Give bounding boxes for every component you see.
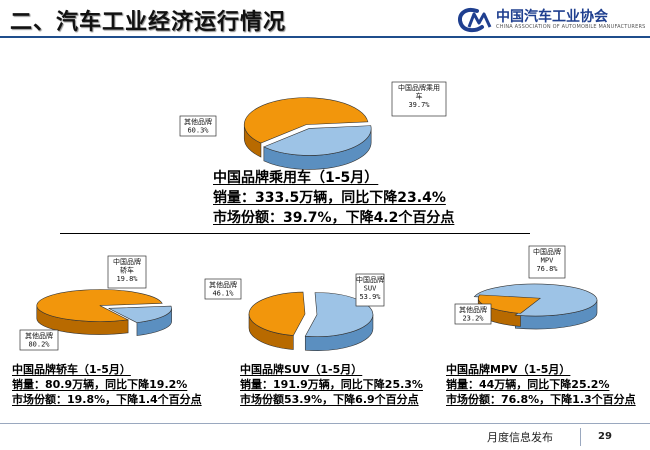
label-line: 76.8% (536, 265, 558, 273)
label-box (19, 329, 59, 351)
label-line: 60.3% (187, 127, 209, 135)
label-line: SUV (364, 285, 377, 293)
label-box (107, 255, 147, 289)
caption-title: 中国品牌乘用车（1-5月） (213, 170, 379, 186)
caption-share: 市场份额53.9%，下降6.9个百分点 (240, 393, 419, 406)
caption-passenger-cars: 中国品牌乘用车（1-5月） 销量：333.5万辆，同比下降23.4% 市场份额：… (213, 168, 454, 228)
pie-slice-中国品牌乘用车 (263, 125, 372, 156)
caption-mpv: 中国品牌MPV（1-5月） 销量：44万辆，同比下降25.2% 市场份额：76.… (446, 362, 636, 407)
caam-logo: 中国汽车工业协会 CHINA ASSOCIATION OF AUTOMOBILE… (455, 5, 645, 35)
label-line: 中国品牌乘用 (398, 83, 440, 92)
caption-title: 中国品牌MPV（1-5月） (446, 363, 571, 376)
label-line: 中国品牌 (533, 247, 561, 256)
caption-title: 中国品牌SUV（1-5月） (240, 363, 363, 376)
caption-share: 市场份额：76.8%，下降1.3个百分点 (446, 393, 636, 406)
caption-suv: 中国品牌SUV（1-5月） 销量：191.9万辆，同比下降25.3% 市场份额5… (240, 362, 423, 407)
label-line: 80.2% (28, 341, 50, 349)
label-line: 中国品牌 (356, 275, 384, 284)
label-line: 车 (416, 92, 423, 101)
caption-share: 市场份额：39.7%，下降4.2个百分点 (213, 210, 455, 226)
caption-title: 中国品牌轿车（1-5月） (12, 363, 131, 376)
label-line: 39.7% (408, 101, 430, 109)
pie-slice-中国品牌轿车 (108, 305, 172, 323)
caption-sales: 销量：333.5万辆，同比下降23.4% (213, 190, 446, 206)
label-line: 46.1% (212, 290, 234, 298)
logo-subtitle: CHINA ASSOCIATION OF AUTOMOBILE MANUFACT… (496, 24, 646, 30)
caption-sales: 销量：191.9万辆，同比下降25.3% (240, 378, 423, 391)
footer-rule (0, 423, 650, 424)
label-line: 其他品牌 (25, 331, 53, 340)
caption-share: 市场份额：19.8%，下降1.4个百分点 (12, 393, 202, 406)
label-line: 中国品牌 (113, 257, 141, 266)
label-line: 19.8% (116, 275, 138, 283)
label-line: MPV (541, 257, 554, 265)
footer-divider (580, 428, 581, 446)
pie-slice-其他品牌 (248, 291, 306, 336)
logo-name: 中国汽车工业协会 (496, 9, 608, 25)
pie-slice-其他品牌 (243, 97, 369, 144)
label-line: 其他品牌 (209, 280, 237, 289)
caption-sales: 销量：44万辆，同比下降25.2% (446, 378, 610, 391)
label-line: 53.9% (359, 293, 381, 301)
label-box (454, 303, 492, 325)
footer-text: 月度信息发布 (487, 431, 553, 444)
slide-title: 二、汽车工业经济运行情况 (10, 10, 287, 35)
label-line: 其他品牌 (184, 117, 212, 126)
label-box (355, 273, 385, 307)
section-divider (60, 233, 530, 234)
label-box (391, 81, 447, 117)
label-line: 其他品牌 (459, 305, 487, 314)
label-box (528, 245, 566, 279)
page-number: 29 (598, 431, 612, 442)
label-box (179, 115, 217, 137)
label-line: 轿车 (120, 266, 134, 275)
label-line: 23.2% (462, 315, 484, 323)
caption-sedans: 中国品牌轿车（1-5月） 销量：80.9万辆，同比下降19.2% 市场份额：19… (12, 362, 202, 407)
title-rule (0, 36, 650, 38)
label-box (204, 278, 242, 300)
caption-sales: 销量：80.9万辆，同比下降19.2% (12, 378, 188, 391)
caam-logo-icon (458, 8, 492, 33)
pie-slice-其他品牌 (36, 289, 163, 322)
